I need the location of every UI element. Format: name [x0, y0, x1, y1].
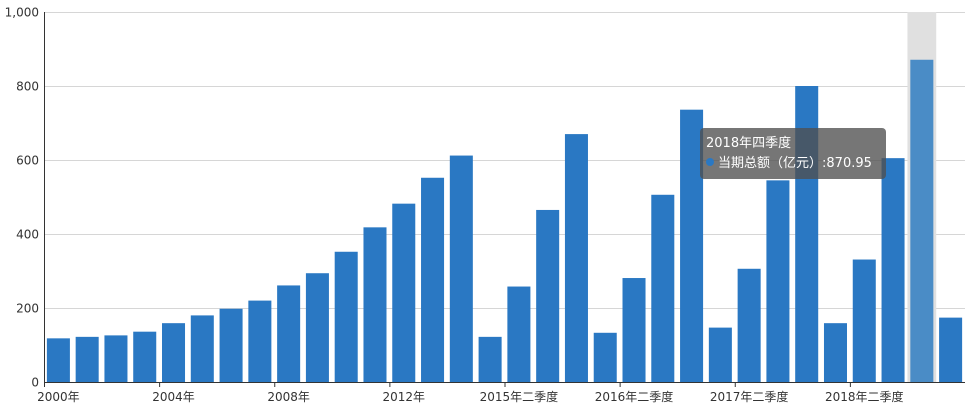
x-tick-label: 2008年 [267, 390, 310, 404]
bar [392, 203, 416, 382]
x-axis-tick-labels: 2000年 2004年 2008年 2012年 2015年二季度 2016年二季度 2017… [37, 382, 904, 404]
bar [737, 268, 761, 382]
x-tick-label: 2004年 [152, 390, 195, 404]
bar [651, 194, 675, 382]
tooltip-title: 2018年四季度 [706, 136, 792, 151]
tooltip-separator: : [822, 156, 827, 171]
y-axis-tick-labels: 0 200 400 600 800 1,000 [5, 6, 39, 390]
x-tick-label: 2015年二季度 [480, 389, 559, 404]
y-tick-label: 600 [16, 154, 39, 168]
bar [248, 300, 272, 382]
x-tick-label: 2012年 [382, 390, 425, 404]
y-tick-label: 0 [31, 376, 39, 390]
bar [564, 134, 588, 382]
x-tick-label: 2016年二季度 [595, 389, 674, 404]
bar [133, 331, 157, 382]
bar [939, 317, 963, 382]
bar [910, 59, 934, 382]
bar [708, 327, 732, 382]
bar [680, 109, 704, 383]
bar [162, 323, 186, 382]
bar [881, 158, 905, 382]
bar [75, 336, 99, 382]
bar [478, 336, 502, 382]
bar [421, 177, 445, 382]
y-tick-label: 400 [16, 228, 39, 242]
tooltip-value: 870.95 [826, 156, 872, 171]
x-tick-label: 2017年二季度 [710, 389, 789, 404]
series-marker-icon [706, 158, 714, 166]
bar [852, 259, 876, 382]
bar [305, 273, 329, 382]
bar [766, 180, 790, 382]
tooltip-series-label: 当期总额（亿元） [718, 156, 823, 171]
bar [277, 285, 301, 382]
bar [46, 338, 70, 382]
x-tick-label: 2000年 [37, 390, 80, 404]
data-tooltip: 2018年四季度 当期总额（亿元）:870.95 [700, 128, 886, 179]
bar [449, 155, 473, 382]
y-tick-label: 1,000 [5, 6, 39, 20]
x-tick-label: 2018年二季度 [825, 389, 904, 404]
bar [334, 251, 358, 382]
y-tick-label: 800 [16, 80, 39, 94]
bar [622, 278, 646, 382]
bar [190, 315, 214, 382]
bar [219, 308, 243, 382]
bar [363, 227, 387, 382]
bar [536, 209, 560, 382]
bar [593, 332, 617, 382]
bar [104, 335, 128, 382]
bar [507, 286, 531, 382]
y-tick-label: 200 [16, 302, 39, 316]
tooltip-row: 当期总额（亿元）:870.95 [706, 154, 880, 174]
bar [823, 323, 847, 382]
bar-series [46, 59, 963, 383]
